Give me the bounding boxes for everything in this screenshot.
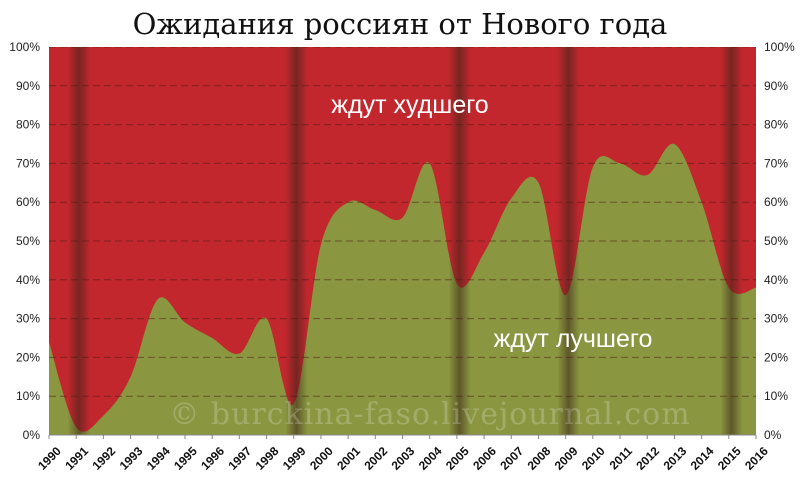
x-tick-label: 1999	[280, 444, 309, 473]
x-tick-label: 2009	[552, 444, 581, 473]
x-tick-label: 2002	[361, 444, 390, 473]
y-tick-right: 50%	[764, 234, 788, 248]
x-tick-label: 1995	[171, 444, 200, 473]
x-tick-label: 1994	[144, 444, 173, 473]
y-tick-right: 30%	[764, 312, 788, 326]
y-tick-left: 80%	[16, 118, 40, 132]
series-label-better: ждут лучшего	[494, 325, 653, 353]
x-tick-label: 1990	[35, 444, 64, 473]
x-tick-label: 1992	[90, 444, 119, 473]
x-tick-label: 2001	[334, 444, 363, 473]
x-tick-label: 2003	[389, 444, 418, 473]
y-tick-right: 60%	[764, 195, 788, 209]
x-tick-label: 1993	[117, 444, 146, 473]
y-tick-right: 100%	[764, 40, 795, 54]
x-tick-label: 1991	[62, 444, 91, 473]
x-tick-label: 1998	[253, 444, 282, 473]
x-tick-label: 2000	[307, 444, 336, 473]
y-tick-right: 10%	[764, 389, 788, 403]
y-tick-right: 0%	[764, 428, 782, 442]
x-tick-label: 2012	[633, 444, 662, 473]
x-tick-label: 2016	[742, 444, 771, 473]
x-tick-label: 1996	[198, 444, 227, 473]
series-label-worse: ждут худшего	[331, 91, 488, 119]
y-tick-left: 60%	[16, 195, 40, 209]
y-tick-left: 50%	[16, 234, 40, 248]
x-tick-label: 1997	[225, 444, 254, 473]
x-tick-label: 2013	[661, 444, 690, 473]
x-tick-label: 2015	[715, 444, 744, 473]
y-tick-left: 20%	[16, 350, 40, 364]
x-tick-label: 2005	[443, 444, 472, 473]
y-tick-right: 40%	[764, 273, 788, 287]
y-tick-left: 90%	[16, 79, 40, 93]
x-tick-label: 2010	[579, 444, 608, 473]
x-tick-label: 2008	[525, 444, 554, 473]
y-tick-right: 70%	[764, 156, 788, 170]
y-tick-right: 90%	[764, 79, 788, 93]
x-tick-label: 2007	[497, 444, 526, 473]
y-tick-left: 70%	[16, 156, 40, 170]
x-tick-label: 2006	[470, 444, 499, 473]
y-tick-left: 100%	[9, 40, 40, 54]
y-tick-right: 80%	[764, 118, 788, 132]
crisis-band-1991	[67, 47, 90, 435]
x-tick-label: 2014	[688, 444, 717, 473]
y-tick-left: 30%	[16, 312, 40, 326]
x-tick-label: 2011	[607, 444, 636, 473]
y-tick-left: 0%	[23, 428, 41, 442]
y-tick-right: 20%	[764, 350, 788, 364]
chart-title: Ожидания россиян от Нового года	[133, 7, 668, 41]
watermark: © burckina-faso.livejournal.com	[169, 397, 690, 432]
y-tick-left: 10%	[16, 389, 40, 403]
y-tick-left: 40%	[16, 273, 40, 287]
x-tick-label: 2004	[416, 444, 445, 473]
